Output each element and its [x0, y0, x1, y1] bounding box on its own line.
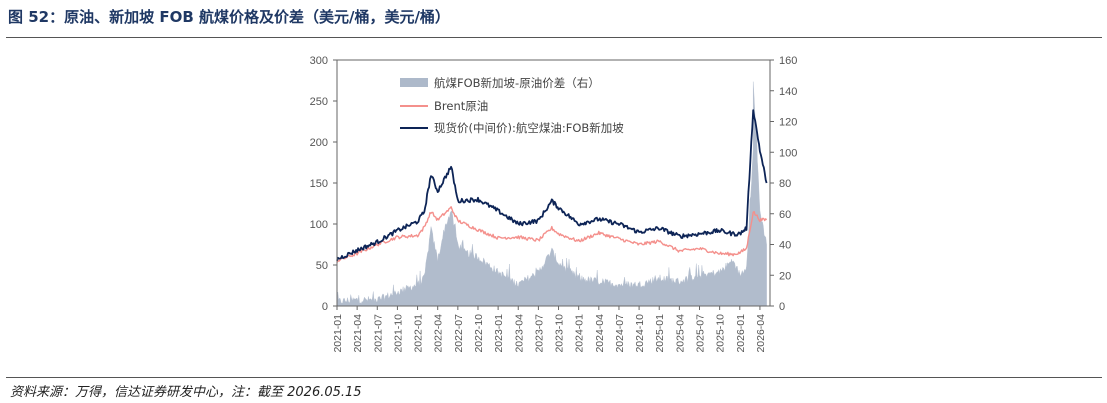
series-brent-line: [336, 206, 768, 263]
legend-label-jet: 现货价(中间价):航空煤油:FOB新加坡: [434, 121, 624, 135]
x-tick-label: 2021-04: [352, 314, 364, 353]
x-tick-label: 2023-07: [533, 314, 545, 353]
legend-label-brent: Brent原油: [434, 99, 488, 113]
x-tick-label: 2025-07: [695, 314, 707, 353]
x-tick-label: 2023-01: [493, 314, 505, 353]
x-tick-label: 2025-10: [715, 314, 727, 353]
bottom-divider: [6, 377, 1102, 378]
y-right-tick-label: 100: [779, 147, 797, 159]
x-tick-label: 2024-04: [594, 314, 606, 353]
y-right-tick-label: 120: [779, 117, 797, 129]
y-right-tick-label: 140: [779, 86, 797, 98]
legend-swatch-spread: [400, 78, 428, 87]
y-right-tick-label: 160: [779, 55, 797, 67]
y-right-tick-label: 40: [779, 240, 791, 252]
axes: 0 50 100 150 200 250 300 0 20 40 60 80 100 120 140 160 2…: [310, 55, 798, 353]
legend-label-spread: 航煤FOB新加坡-原油价差（右）: [434, 76, 600, 90]
source-note: 资料来源：万得，信达证券研发中心，注：截至 2026.05.15: [10, 385, 362, 400]
x-tick-label: 2022-07: [453, 314, 465, 353]
x-tick-label: 2024-10: [634, 314, 646, 353]
y-left-tick-label: 0: [322, 301, 328, 313]
x-tick-label: 2024-01: [574, 314, 586, 353]
top-divider: [6, 37, 1102, 38]
x-tick-label: 2025-01: [654, 314, 666, 353]
y-left-tick-label: 100: [310, 219, 328, 231]
x-tick-label: 2024-07: [614, 314, 626, 353]
y-right-tick-label: 0: [779, 301, 785, 313]
y-left-tick-label: 200: [310, 137, 328, 149]
x-tick-label: 2026-04: [755, 314, 767, 353]
x-tick-label: 2022-10: [473, 314, 485, 353]
x-tick-label: 2021-07: [372, 314, 384, 353]
y-left-tick-label: 50: [316, 260, 328, 272]
y-left-tick-label: 300: [310, 55, 328, 67]
series-spread-area: [336, 81, 767, 307]
x-tick-label: 2022-01: [413, 314, 425, 353]
x-tick-label: 2023-04: [513, 314, 525, 353]
x-tick-label: 2026-01: [735, 314, 747, 353]
y-right-tick-label: 80: [779, 178, 791, 190]
x-tick-label: 2025-04: [674, 314, 686, 353]
y-right-tick-label: 60: [779, 209, 791, 221]
y-left-tick-label: 250: [310, 96, 328, 108]
chart-title: 图 52：原油、新加坡 FOB 航煤价格及价差（美元/桶，美元/桶）: [8, 8, 450, 26]
series-jet-fuel-line: [336, 109, 768, 261]
y-right-tick-label: 20: [779, 270, 791, 282]
legend: 航煤FOB新加坡-原油价差（右） Brent原油现货价(中间价):航空煤油:FOB…: [400, 76, 624, 135]
x-tick-label: 2021-10: [392, 314, 404, 353]
x-tick-label: 2023-10: [554, 314, 566, 353]
x-tick-label: 2021-01: [332, 314, 344, 353]
x-tick-label: 2022-04: [433, 314, 445, 353]
plot-area: [336, 81, 768, 307]
y-left-tick-label: 150: [310, 178, 328, 190]
